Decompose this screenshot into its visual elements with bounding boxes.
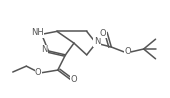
Text: O: O xyxy=(124,47,131,56)
Text: NH: NH xyxy=(31,28,44,37)
Text: N: N xyxy=(41,45,47,54)
Text: O: O xyxy=(71,75,77,84)
Text: N: N xyxy=(94,37,100,46)
Text: O: O xyxy=(35,68,41,77)
Text: O: O xyxy=(100,29,106,38)
